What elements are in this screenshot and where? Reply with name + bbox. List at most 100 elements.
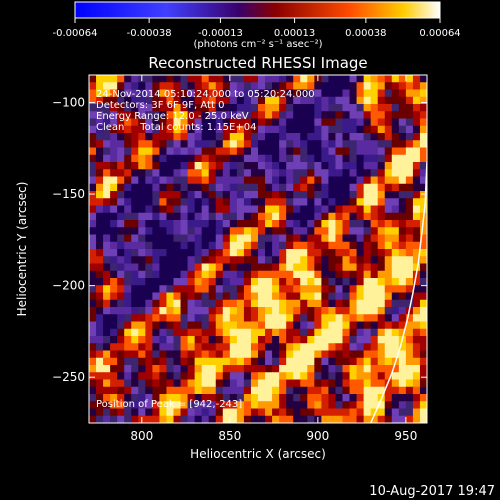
heatmap-cell	[215, 256, 224, 265]
heatmap-cell	[370, 96, 379, 105]
heatmap-cell	[145, 104, 153, 112]
heatmap-cell	[117, 321, 125, 330]
heatmap-cell	[131, 241, 139, 250]
heatmap-cell	[272, 96, 280, 105]
heatmap-cell	[131, 147, 139, 156]
heatmap-cell	[236, 104, 245, 112]
heatmap-cell	[307, 125, 315, 134]
heatmap-cell	[342, 263, 351, 272]
heatmap-cell	[384, 125, 393, 134]
heatmap-cell	[349, 205, 358, 214]
heatmap-cell	[391, 169, 400, 178]
heatmap-cell	[229, 147, 238, 156]
heatmap-cell	[293, 270, 301, 279]
heatmap-cell	[384, 133, 393, 141]
heatmap-cell	[201, 140, 210, 149]
heatmap-cell	[321, 336, 330, 344]
heatmap-cell	[342, 415, 351, 423]
heatmap-cell	[180, 343, 189, 352]
heatmap-cell	[215, 183, 224, 192]
heatmap-cell	[279, 118, 287, 127]
heatmap-cell	[222, 111, 231, 120]
heatmap-cell	[314, 96, 322, 105]
heatmap-cell	[201, 379, 210, 388]
heatmap-cell	[131, 212, 139, 221]
heatmap-cell	[138, 118, 146, 127]
heatmap-cell	[328, 394, 337, 402]
heatmap-cell	[166, 176, 175, 185]
heatmap-cell	[370, 198, 379, 207]
heatmap-cell	[300, 372, 308, 381]
heatmap-cell	[265, 154, 273, 163]
heatmap-cell	[159, 401, 168, 410]
heatmap-cell	[419, 328, 427, 337]
heatmap-cell	[265, 263, 273, 272]
heatmap-cell	[131, 299, 139, 308]
heatmap-cell	[124, 227, 132, 236]
heatmap-cell	[243, 357, 252, 366]
heatmap-cell	[103, 372, 111, 381]
heatmap-cell	[180, 379, 189, 388]
heatmap-cell	[243, 220, 252, 228]
heatmap-cell	[321, 89, 330, 98]
heatmap-cell	[349, 169, 358, 178]
heatmap-cell	[117, 205, 125, 214]
heatmap-cell	[159, 125, 168, 134]
heatmap-cell	[215, 328, 224, 337]
heatmap-cell	[300, 357, 308, 366]
heatmap-cell	[363, 220, 372, 228]
heatmap-cell	[110, 75, 118, 83]
heatmap-cell	[335, 111, 344, 120]
heatmap-cell	[166, 96, 175, 105]
heatmap-cell	[187, 140, 196, 149]
heatmap-cell	[265, 111, 273, 120]
heatmap-cell	[286, 220, 294, 228]
heatmap-cell	[258, 198, 266, 207]
heatmap-cell	[363, 212, 372, 221]
heatmap-cell	[215, 357, 224, 366]
heatmap-cell	[293, 104, 301, 112]
heatmap-cell	[363, 256, 372, 265]
heatmap-cell	[321, 169, 330, 178]
heatmap-cell	[307, 191, 315, 199]
heatmap-cell	[124, 162, 132, 170]
heatmap-cell	[243, 343, 252, 352]
heatmap-cell	[152, 350, 161, 359]
heatmap-cell	[180, 292, 189, 301]
heatmap-cell	[272, 140, 280, 149]
heatmap-cell	[286, 176, 294, 185]
heatmap-cell	[89, 328, 97, 337]
heatmap-cell	[419, 270, 427, 279]
heatmap-cell	[89, 372, 97, 381]
heatmap-cell	[342, 372, 351, 381]
heatmap-cell	[159, 154, 168, 163]
heatmap-cell	[194, 125, 203, 134]
heatmap-cell	[342, 96, 351, 105]
heatmap-cell	[384, 372, 393, 381]
heatmap-cell	[293, 278, 301, 286]
heatmap-cell	[307, 241, 315, 250]
x-tick-label: 900	[306, 429, 329, 443]
heatmap-cell	[335, 357, 344, 366]
heatmap-cell	[243, 147, 252, 156]
heatmap-cell	[314, 183, 322, 192]
heatmap-cell	[152, 314, 161, 323]
heatmap-cell	[131, 256, 139, 265]
heatmap-cell	[293, 386, 301, 395]
heatmap-cell	[103, 82, 111, 91]
heatmap-cell	[314, 314, 322, 323]
heatmap-cell	[222, 249, 231, 257]
heatmap-cell	[250, 125, 259, 134]
heatmap-cell	[103, 104, 111, 112]
heatmap-cell	[293, 256, 301, 265]
heatmap-cell	[103, 220, 111, 228]
heatmap-cell	[250, 89, 259, 98]
heatmap-cell	[89, 169, 97, 178]
heatmap-cell	[117, 75, 125, 83]
heatmap-cell	[279, 96, 287, 105]
heatmap-cell	[208, 415, 217, 423]
heatmap-cell	[412, 169, 421, 178]
heatmap-cell	[124, 263, 132, 272]
heatmap-cell	[328, 75, 337, 83]
heatmap-cell	[342, 205, 351, 214]
